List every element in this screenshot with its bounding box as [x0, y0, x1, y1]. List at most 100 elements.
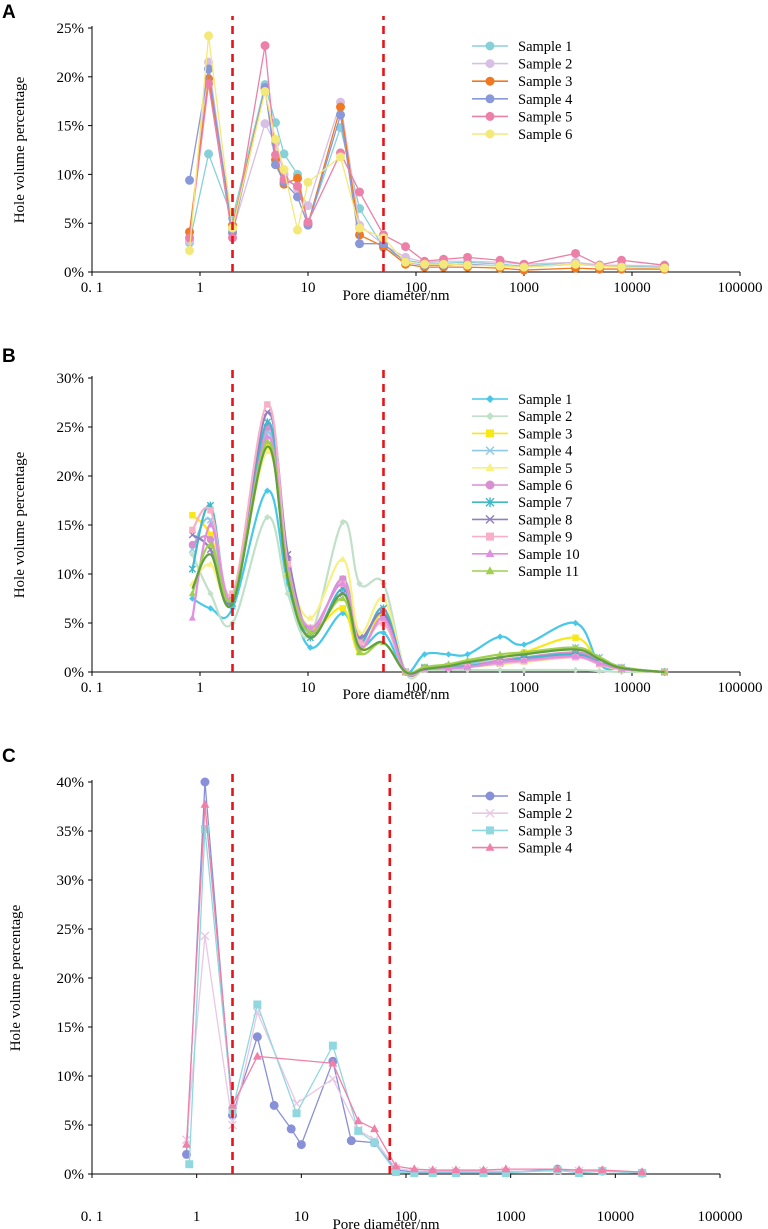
data-point	[496, 666, 504, 674]
data-point	[270, 134, 280, 144]
y-tick-label: 30%	[57, 371, 85, 387]
x-tick-label: 0. 1	[81, 1209, 104, 1225]
data-point	[185, 246, 195, 256]
data-point	[571, 259, 581, 269]
data-point	[553, 1164, 562, 1173]
series-1	[185, 80, 670, 272]
x-tick-label: 1000	[509, 280, 539, 296]
data-point	[464, 663, 472, 670]
data-point	[574, 1165, 584, 1174]
data-point	[485, 842, 495, 851]
data-point	[200, 799, 210, 808]
data-point	[420, 259, 430, 269]
y-tick-label: 40%	[57, 775, 85, 791]
legend-label: Sample 1	[518, 789, 572, 805]
y-tick-label: 20%	[57, 971, 85, 987]
data-point	[339, 579, 347, 587]
data-point	[356, 648, 364, 655]
data-point	[572, 619, 579, 627]
data-point	[597, 1165, 607, 1174]
series-line	[191, 435, 665, 677]
data-point	[228, 1100, 237, 1109]
data-point	[451, 1165, 461, 1174]
data-point	[501, 1169, 510, 1178]
data-point	[486, 532, 494, 541]
x-tick-label: 100000	[698, 1209, 743, 1225]
y-tick-label: 5%	[64, 216, 84, 232]
series-12	[191, 445, 665, 675]
data-point	[292, 1109, 301, 1118]
panel-label: B	[2, 346, 16, 367]
data-point	[188, 565, 197, 573]
data-point	[410, 1169, 419, 1178]
data-point	[486, 826, 494, 835]
data-point	[379, 614, 388, 621]
data-point	[303, 201, 313, 211]
data-point	[485, 111, 495, 121]
data-point	[336, 152, 346, 162]
data-point	[356, 639, 363, 646]
data-point	[501, 1164, 511, 1173]
data-point	[486, 429, 494, 438]
x-tick-label: 10000	[613, 280, 651, 296]
legend-label: Sample 10	[518, 547, 580, 563]
data-point	[253, 1000, 262, 1009]
data-point	[380, 629, 387, 636]
series-line	[188, 68, 665, 269]
data-point	[204, 149, 214, 159]
y-tick-label: 35%	[57, 824, 85, 840]
data-point	[486, 395, 494, 403]
x-tick-label: 1	[196, 680, 204, 696]
series-1	[182, 777, 647, 1178]
data-point	[463, 252, 473, 262]
panel-label: C	[2, 746, 16, 767]
data-point	[464, 651, 471, 658]
data-point	[339, 518, 346, 526]
data-point	[401, 242, 411, 252]
data-point	[339, 605, 346, 612]
data-point	[189, 595, 196, 602]
data-point	[485, 514, 495, 524]
data-point	[346, 1136, 356, 1146]
y-tick-label: 25%	[57, 21, 85, 37]
x-axis-title: Pore diameter/nm	[332, 1217, 439, 1229]
x-tick-label: 1	[193, 1209, 201, 1225]
data-point	[353, 1116, 363, 1125]
data-point	[571, 248, 581, 258]
panel-label: A	[2, 2, 16, 23]
y-tick-label: 15%	[57, 1020, 85, 1036]
series-line	[191, 445, 665, 675]
legend-label: Sample 4	[518, 444, 573, 460]
data-point	[485, 463, 495, 471]
data-point	[572, 666, 579, 674]
data-point	[207, 531, 214, 538]
data-point	[260, 119, 270, 129]
x-tick-label: 100	[395, 1209, 418, 1225]
data-point	[485, 59, 495, 69]
legend-label: Sample 1	[518, 39, 572, 55]
x-tick-label: 0. 1	[81, 280, 104, 296]
y-tick-label: 20%	[57, 70, 85, 86]
x-tick-label: 10	[301, 680, 316, 696]
x-tick-label: 1	[196, 280, 204, 296]
x-axis-title: Pore diameter/nm	[342, 288, 449, 304]
data-point	[370, 1124, 379, 1133]
series-4	[185, 64, 670, 273]
data-point	[306, 614, 314, 621]
data-point	[572, 634, 579, 641]
y-axis-title: Hole volume percentage	[12, 451, 28, 598]
data-point	[264, 487, 271, 494]
data-point	[306, 628, 314, 636]
y-tick-label: 0%	[64, 665, 84, 681]
legend-label: Sample 3	[518, 823, 572, 839]
y-axis-title: Hole volume percentage	[12, 76, 28, 223]
data-point	[572, 652, 580, 659]
legend-label: Sample 11	[518, 564, 579, 580]
data-point	[206, 540, 214, 548]
data-point	[463, 260, 473, 270]
data-point	[188, 589, 196, 597]
data-point	[252, 1032, 262, 1042]
series-line	[191, 430, 665, 677]
data-point	[263, 418, 272, 426]
